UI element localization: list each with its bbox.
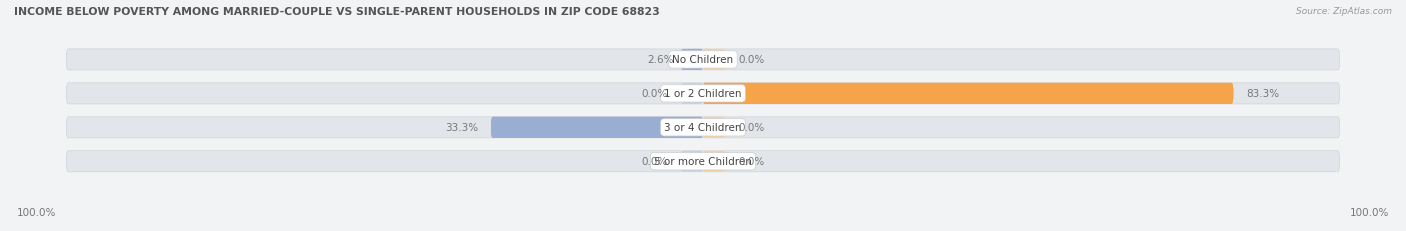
Text: 0.0%: 0.0%	[738, 55, 765, 65]
FancyBboxPatch shape	[66, 50, 1340, 71]
FancyBboxPatch shape	[66, 117, 1340, 138]
FancyBboxPatch shape	[491, 117, 703, 138]
Text: No Children: No Children	[672, 55, 734, 65]
Text: Source: ZipAtlas.com: Source: ZipAtlas.com	[1296, 7, 1392, 16]
FancyBboxPatch shape	[491, 117, 703, 138]
FancyBboxPatch shape	[66, 151, 1340, 172]
FancyBboxPatch shape	[703, 151, 725, 172]
Text: 0.0%: 0.0%	[738, 157, 765, 167]
Text: 0.0%: 0.0%	[641, 157, 668, 167]
FancyBboxPatch shape	[681, 83, 703, 104]
FancyBboxPatch shape	[681, 151, 703, 172]
Text: 0.0%: 0.0%	[738, 123, 765, 133]
Text: 5 or more Children: 5 or more Children	[654, 157, 752, 167]
Text: 83.3%: 83.3%	[1246, 89, 1279, 99]
Text: 2.6%: 2.6%	[647, 55, 673, 65]
FancyBboxPatch shape	[703, 83, 1233, 104]
FancyBboxPatch shape	[681, 50, 703, 71]
FancyBboxPatch shape	[703, 50, 725, 71]
Text: 33.3%: 33.3%	[446, 123, 478, 133]
Text: INCOME BELOW POVERTY AMONG MARRIED-COUPLE VS SINGLE-PARENT HOUSEHOLDS IN ZIP COD: INCOME BELOW POVERTY AMONG MARRIED-COUPL…	[14, 7, 659, 17]
Text: 100.0%: 100.0%	[1350, 207, 1389, 217]
Text: 3 or 4 Children: 3 or 4 Children	[664, 123, 742, 133]
FancyBboxPatch shape	[686, 50, 703, 71]
Text: 100.0%: 100.0%	[17, 207, 56, 217]
FancyBboxPatch shape	[703, 117, 725, 138]
Text: 1 or 2 Children: 1 or 2 Children	[664, 89, 742, 99]
FancyBboxPatch shape	[66, 83, 1340, 104]
FancyBboxPatch shape	[703, 83, 1233, 104]
Text: 0.0%: 0.0%	[641, 89, 668, 99]
